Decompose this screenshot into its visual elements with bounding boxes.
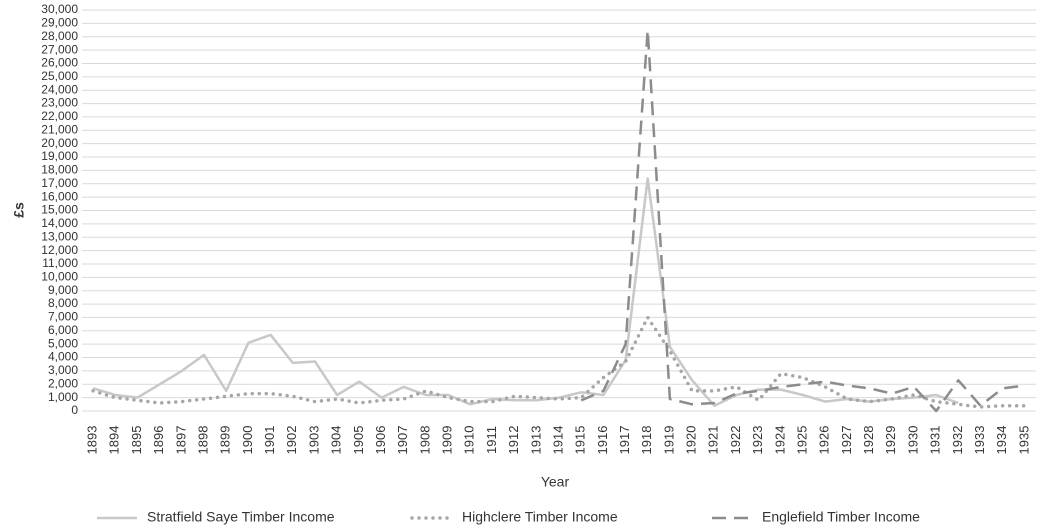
y-tick-label: 16,000 <box>41 189 78 203</box>
x-tick-label: 1911 <box>484 426 499 454</box>
y-tick-label: 14,000 <box>41 216 78 230</box>
x-tick-label: 1926 <box>817 426 832 455</box>
y-tick-label: 7,000 <box>48 310 78 324</box>
x-tick-label: 1914 <box>550 426 565 455</box>
x-tick-label: 1919 <box>661 426 676 455</box>
x-tick-label: 1932 <box>950 426 965 455</box>
y-tick-label: 23,000 <box>41 96 78 110</box>
y-tick-label: 0 <box>71 403 78 417</box>
data-line <box>580 28 1026 413</box>
y-tick-label: 12,000 <box>41 243 78 257</box>
x-tick-label: 1923 <box>750 426 765 455</box>
x-tick-label: 1930 <box>905 426 920 455</box>
y-tick-label: 22,000 <box>41 109 78 123</box>
x-tick-label: 1929 <box>883 426 898 455</box>
x-tick-label: 1928 <box>861 426 876 455</box>
x-tick-label: 1907 <box>395 426 410 455</box>
x-tick-label: 1904 <box>329 426 344 455</box>
x-tick-label: 1927 <box>839 426 854 455</box>
x-tick-label: 1906 <box>373 426 388 455</box>
legend-label: Highclere Timber Income <box>462 509 618 525</box>
data-line <box>92 177 959 407</box>
x-tick-label: 1902 <box>284 426 299 455</box>
y-tick-label: 11,000 <box>42 256 78 270</box>
x-tick-label: 1910 <box>462 426 477 455</box>
y-tick-label: 27,000 <box>41 42 78 56</box>
x-tick-label: 1933 <box>972 426 987 455</box>
x-tick-label: 1916 <box>595 426 610 455</box>
x-tick-label: 1901 <box>262 426 277 455</box>
x-tick-label: 1895 <box>129 426 144 455</box>
y-tick-label: 20,000 <box>41 136 78 150</box>
y-tick-label: 5,000 <box>48 336 78 350</box>
y-tick-label: 9,000 <box>48 283 78 297</box>
x-tick-label: 1894 <box>107 426 122 455</box>
y-tick-label: 30,000 <box>41 2 78 16</box>
x-tick-label: 1899 <box>218 426 233 455</box>
x-tick-label: 1920 <box>684 426 699 455</box>
x-tick-label: 1935 <box>1016 426 1031 455</box>
y-tick-label: 17,000 <box>41 176 78 190</box>
y-tick-label: 8,000 <box>48 296 78 310</box>
y-axis-label: £s <box>11 202 27 218</box>
y-tick-label: 28,000 <box>41 29 78 43</box>
y-tick-label: 2,000 <box>48 376 78 390</box>
y-tick-label: 26,000 <box>41 56 78 70</box>
y-tick-label: 21,000 <box>41 122 78 136</box>
x-tick-label: 1905 <box>351 426 366 455</box>
x-tick-label: 1924 <box>772 426 787 455</box>
x-tick-label: 1915 <box>573 426 588 455</box>
y-tick-label: 13,000 <box>41 229 78 243</box>
x-tick-label: 1909 <box>440 426 455 455</box>
y-tick-label: 3,000 <box>48 363 78 377</box>
x-tick-label: 1925 <box>794 426 809 455</box>
y-tick-label: 15,000 <box>41 203 78 217</box>
x-tick-label: 1900 <box>240 426 255 455</box>
y-tick-label: 6,000 <box>48 323 78 337</box>
x-tick-label: 1913 <box>528 426 543 455</box>
x-tick-label: 1908 <box>417 426 432 455</box>
x-tick-label: 1897 <box>173 426 188 455</box>
y-tick-label: 24,000 <box>41 82 78 96</box>
y-tick-label: 18,000 <box>41 163 78 177</box>
x-tick-label: 1912 <box>506 426 521 455</box>
x-tick-label: 1922 <box>728 426 743 455</box>
x-tick-label: 1893 <box>85 426 100 455</box>
x-tick-label: 1896 <box>151 426 166 455</box>
y-tick-label: 4,000 <box>48 350 78 364</box>
x-tick-label: 1898 <box>195 426 210 455</box>
y-tick-label: 1,000 <box>48 390 78 404</box>
x-tick-label: 1921 <box>706 426 721 455</box>
x-tick-label: 1934 <box>994 426 1009 455</box>
legend-label: Stratfield Saye Timber Income <box>147 509 335 525</box>
x-tick-label: 1917 <box>617 426 632 455</box>
y-tick-label: 25,000 <box>41 69 78 83</box>
legend-label: Englefield Timber Income <box>762 509 920 525</box>
y-tick-label: 10,000 <box>41 270 78 284</box>
x-axis-label: Year <box>541 474 570 490</box>
y-tick-label: 29,000 <box>41 16 78 30</box>
y-tick-label: 19,000 <box>41 149 78 163</box>
x-tick-label: 1903 <box>306 426 321 455</box>
x-tick-label: 1918 <box>639 426 654 455</box>
x-tick-label: 1931 <box>928 426 943 455</box>
